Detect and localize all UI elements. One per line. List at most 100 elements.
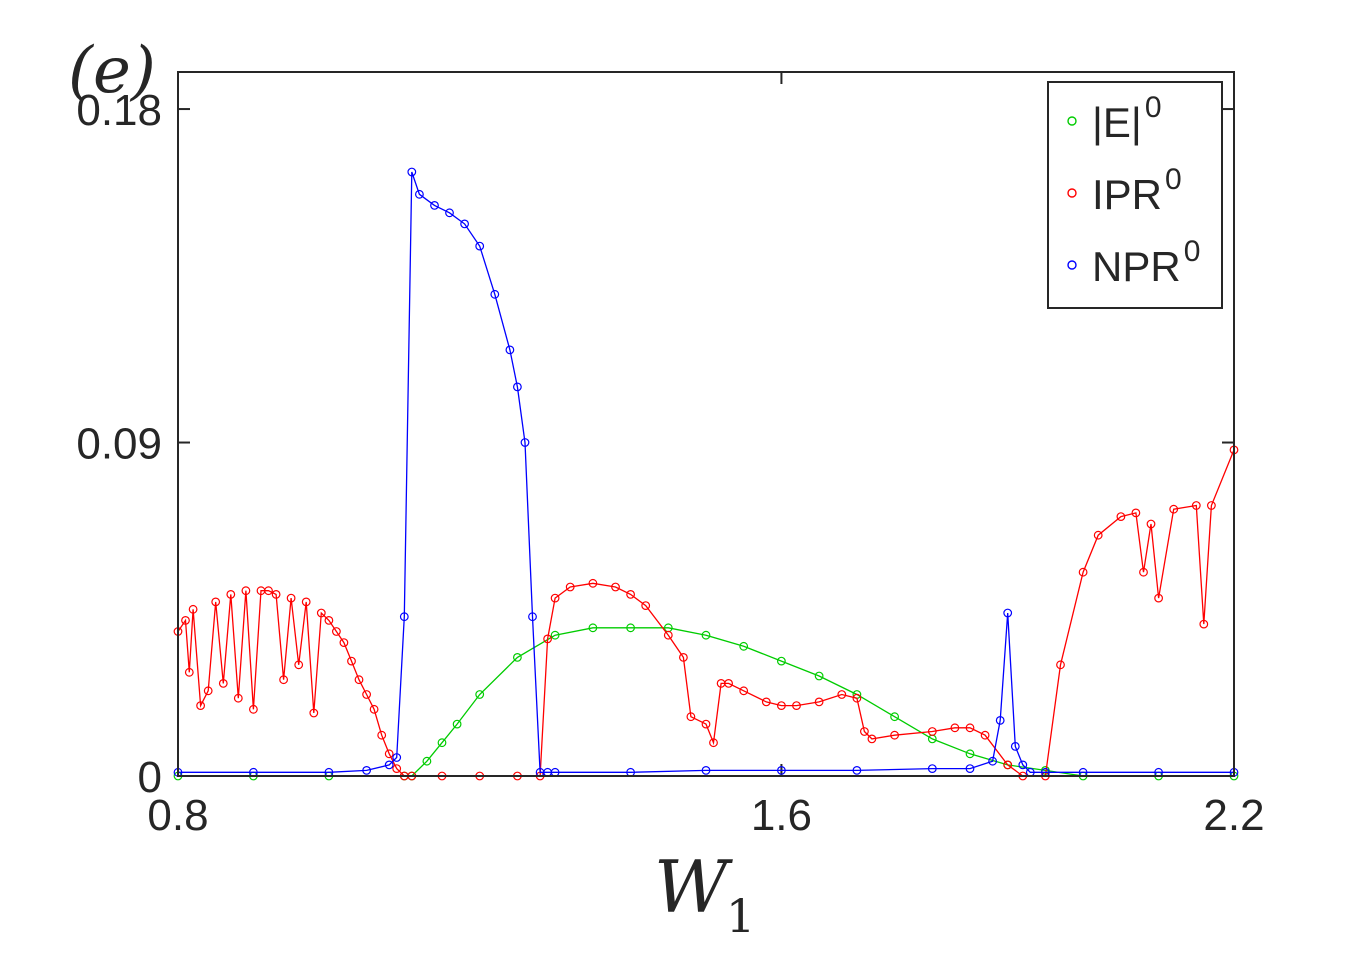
data-point [233, 693, 243, 703]
data-point [777, 766, 786, 775]
data-point [528, 612, 537, 622]
data-point [422, 756, 432, 766]
data-point [475, 241, 485, 251]
data-point [513, 382, 522, 392]
data-point [1056, 660, 1065, 670]
data-point [686, 712, 696, 722]
data-point [384, 760, 394, 770]
data-point [777, 656, 786, 666]
data-point [927, 727, 937, 736]
y-axis-ticks: 0 0.09 0.18 [76, 86, 1234, 802]
legend-label: IPR [1092, 171, 1162, 218]
data-point [988, 756, 997, 766]
data-point [588, 578, 598, 588]
data-point [505, 345, 515, 355]
data-point [392, 764, 402, 773]
y-tick-label: 0.09 [76, 420, 162, 469]
data-point [739, 686, 749, 696]
series-line [178, 627, 1234, 777]
data-point [792, 701, 801, 710]
data-point [1206, 501, 1216, 510]
data-point [196, 701, 206, 710]
legend-label-superscript: 0 [1184, 235, 1201, 268]
data-point [309, 708, 319, 718]
data-point [641, 601, 651, 610]
data-point [814, 671, 824, 681]
data-point [1131, 508, 1141, 518]
data-point [513, 653, 522, 662]
data-point [399, 612, 409, 622]
data-point [1078, 567, 1088, 577]
legend-label: NPR [1092, 243, 1181, 290]
data-point [709, 738, 718, 748]
data-point [248, 704, 258, 714]
data-point [226, 590, 236, 599]
data-point [286, 593, 296, 603]
plot-frame [177, 71, 1235, 777]
data-point [724, 679, 733, 688]
x-axis-label-subscript: 1 [726, 889, 755, 943]
data-point [837, 690, 847, 699]
data-point [965, 723, 975, 733]
x-axis-label-main: W [654, 845, 733, 929]
y-tick-label: 0 [138, 753, 162, 802]
data-point [701, 630, 711, 640]
data-point [1010, 742, 1020, 751]
data-point [965, 764, 975, 773]
data-point [218, 679, 228, 688]
data-point [264, 586, 273, 596]
data-point [1003, 760, 1013, 770]
data-point [980, 730, 990, 740]
data-point [316, 608, 326, 618]
data-point [777, 701, 786, 710]
data-point [1116, 512, 1126, 521]
data-point [384, 749, 394, 759]
data-point [890, 712, 899, 722]
x-tick-label: 2.2 [1203, 791, 1264, 840]
data-point [814, 697, 824, 707]
data-point [927, 764, 937, 773]
legend-marker [1067, 116, 1077, 126]
data-point [761, 697, 771, 707]
data-point [543, 634, 552, 644]
x-tick-label: 1.6 [751, 791, 812, 840]
data-point [354, 675, 364, 685]
data-point [1003, 608, 1013, 618]
legend-box [1047, 81, 1223, 309]
data-point [490, 289, 500, 299]
data-point [1169, 504, 1179, 514]
legend-marker [1067, 260, 1077, 270]
data-point [701, 766, 711, 775]
data-point [739, 641, 749, 651]
data-point [211, 597, 221, 607]
data-point [324, 616, 334, 625]
data-point [407, 167, 417, 177]
data-point [362, 690, 372, 699]
data-point [890, 730, 899, 740]
data-point [852, 766, 862, 775]
data-point [339, 638, 349, 647]
data-point [611, 582, 620, 592]
data-point [241, 586, 251, 596]
data-point [679, 653, 688, 662]
data-point [271, 590, 281, 599]
x-tick-label: 0.8 [147, 791, 208, 840]
data-point [445, 208, 454, 218]
data-point [437, 738, 447, 748]
data-point [188, 604, 198, 614]
data-point [565, 582, 575, 592]
data-point [430, 200, 439, 210]
data-point [452, 719, 462, 729]
data-point [1191, 501, 1201, 510]
series-line [178, 171, 1234, 773]
data-point [1146, 519, 1156, 529]
data-point [626, 590, 635, 599]
data-point [520, 438, 530, 447]
data-point [950, 723, 960, 733]
y-tick-label: 0.18 [76, 86, 162, 135]
data-point [203, 686, 213, 696]
data-point [965, 749, 975, 759]
data-point [475, 690, 485, 699]
data-point [377, 730, 387, 740]
